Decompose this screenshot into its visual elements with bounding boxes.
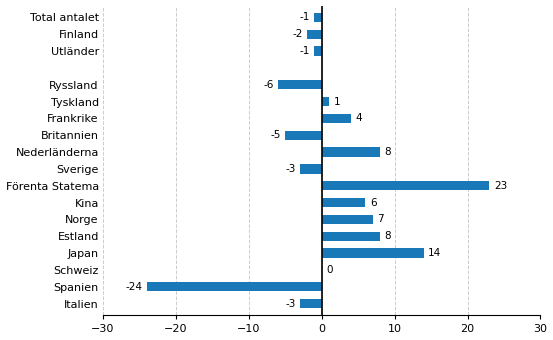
Bar (307, 30, 322, 39)
Bar (315, 46, 322, 56)
Text: 23: 23 (494, 181, 507, 191)
Text: 0: 0 (326, 265, 332, 275)
Bar (322, 249, 424, 258)
Text: -1: -1 (300, 46, 310, 56)
Text: 7: 7 (377, 215, 384, 224)
Text: -24: -24 (126, 282, 142, 292)
Text: -6: -6 (263, 80, 274, 90)
Text: -3: -3 (285, 164, 295, 174)
Text: -2: -2 (293, 29, 302, 39)
Text: -1: -1 (300, 12, 310, 22)
Text: 4: 4 (355, 113, 362, 123)
Bar (322, 232, 380, 241)
Bar (322, 97, 329, 106)
Text: 8: 8 (384, 231, 391, 241)
Text: 8: 8 (384, 147, 391, 157)
Text: -5: -5 (270, 130, 281, 140)
Bar (278, 80, 322, 89)
Bar (322, 114, 351, 123)
Bar (322, 215, 373, 224)
Bar (285, 131, 322, 140)
Bar (322, 181, 489, 190)
Bar (300, 299, 322, 308)
Bar (300, 164, 322, 173)
Bar (147, 282, 322, 291)
Text: -3: -3 (285, 299, 295, 309)
Text: 1: 1 (333, 97, 340, 106)
Bar (322, 148, 380, 157)
Text: 6: 6 (370, 198, 377, 208)
Text: 14: 14 (428, 248, 441, 258)
Bar (322, 198, 366, 207)
Bar (315, 13, 322, 22)
